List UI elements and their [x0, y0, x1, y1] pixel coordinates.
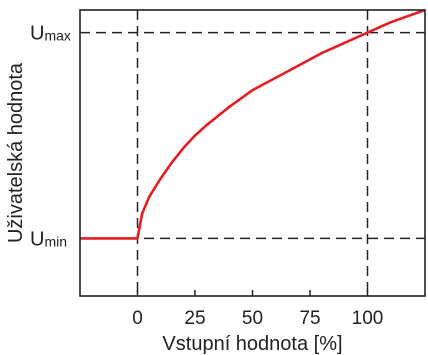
series-layer: [80, 8, 426, 240]
x-tick-label: 75: [299, 308, 320, 329]
series-line-0: [80, 8, 426, 240]
ref-label-max: Umax: [30, 23, 71, 45]
x-axis-label: Vstupní hodnota [%]: [162, 333, 342, 355]
ref-label-sub: min: [44, 233, 67, 249]
x-tick-label: 50: [242, 308, 263, 329]
plot-frame: [79, 9, 426, 297]
ref-label-main: U: [30, 228, 44, 250]
x-ticks: 0 25 50 75 100: [132, 290, 383, 329]
x-tick-label: 0: [132, 308, 143, 329]
ref-label-main: U: [30, 23, 44, 45]
reference-lines: [80, 10, 425, 296]
x-tick-label: 100: [352, 308, 384, 329]
ref-label-min: Umin: [30, 228, 67, 250]
y-axis-label: Uživatelská hodnota: [5, 62, 27, 243]
x-tick-label: 25: [184, 308, 205, 329]
ref-label-sub: max: [44, 28, 70, 44]
